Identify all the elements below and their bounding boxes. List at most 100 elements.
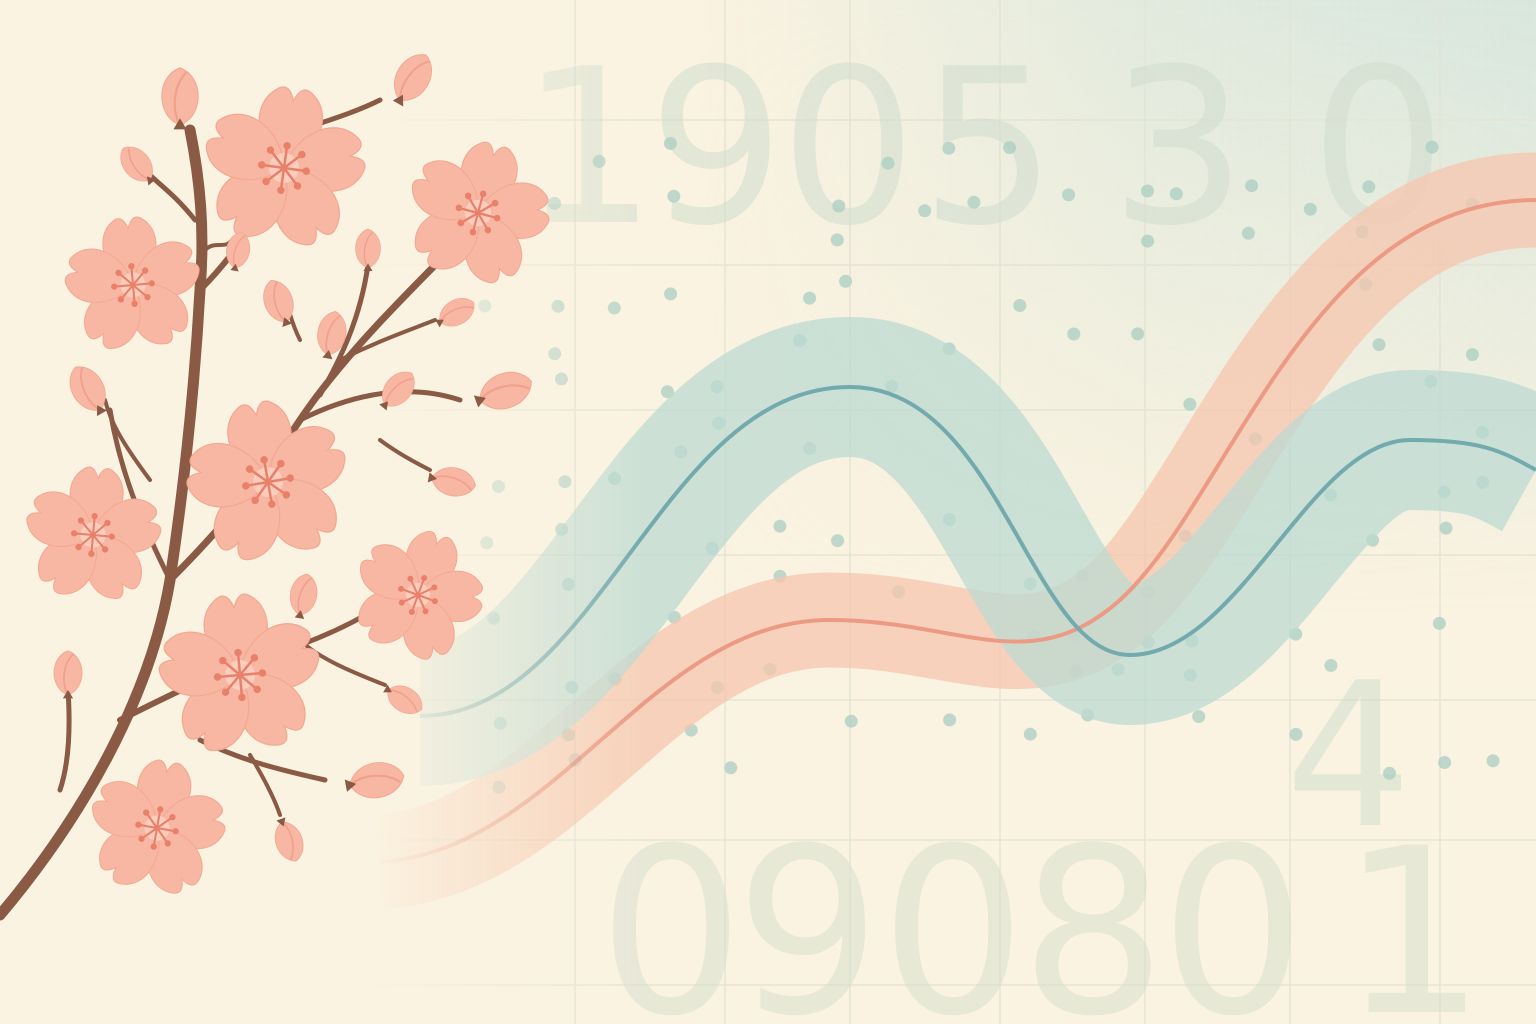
stamen bbox=[476, 193, 485, 214]
stamen-tip bbox=[135, 821, 142, 828]
blossom-bud bbox=[473, 371, 532, 410]
stamen-tip bbox=[245, 465, 254, 473]
top-digit: 5 bbox=[920, 22, 1057, 273]
stamen-tip bbox=[148, 280, 155, 287]
dot bbox=[773, 519, 787, 533]
blossom-bud bbox=[379, 371, 415, 411]
bottom-digit: 1 bbox=[1340, 800, 1486, 1024]
blossom-flower bbox=[91, 759, 226, 894]
petal bbox=[464, 212, 523, 284]
blossom-bud bbox=[289, 573, 318, 619]
stamen-tip bbox=[71, 530, 78, 537]
blossom-flower bbox=[358, 530, 483, 660]
petal bbox=[37, 533, 97, 595]
stamen-tip bbox=[141, 267, 149, 274]
stamen-tip bbox=[101, 546, 109, 553]
dot bbox=[1062, 188, 1076, 202]
stamen bbox=[236, 652, 242, 676]
stamen-tip bbox=[111, 283, 118, 290]
dot bbox=[1383, 766, 1396, 780]
dot bbox=[1432, 616, 1446, 630]
dot bbox=[1067, 327, 1081, 341]
dot bbox=[1438, 756, 1452, 769]
stamen-tip bbox=[258, 669, 267, 677]
stamen-tip bbox=[143, 809, 150, 816]
dot bbox=[1425, 140, 1439, 154]
teal-wave-line bbox=[419, 384, 1536, 718]
stamen-tip bbox=[282, 491, 291, 499]
dot bbox=[667, 189, 681, 203]
stamen-tip bbox=[117, 296, 125, 303]
stamen-tip bbox=[219, 656, 227, 665]
dot bbox=[832, 199, 846, 213]
dot bbox=[844, 714, 858, 728]
blossom-flower bbox=[205, 86, 366, 246]
dot bbox=[480, 536, 494, 550]
stamen-tip bbox=[293, 182, 302, 190]
stamen bbox=[130, 266, 135, 286]
blossom-bud bbox=[383, 684, 423, 715]
stamen-tip bbox=[283, 141, 291, 150]
dot bbox=[1131, 327, 1145, 341]
stamen bbox=[477, 211, 498, 220]
dot bbox=[1192, 710, 1206, 723]
dot bbox=[803, 291, 817, 305]
stamen-tip bbox=[260, 456, 268, 464]
stamen-tip bbox=[157, 806, 164, 813]
dot bbox=[1465, 348, 1479, 362]
dot bbox=[1013, 299, 1027, 312]
petal bbox=[360, 544, 420, 600]
bottom-digit: 8 bbox=[1020, 800, 1166, 1024]
dot bbox=[942, 141, 956, 155]
blossom-flower bbox=[64, 216, 200, 349]
stamen-tip bbox=[169, 814, 176, 821]
stamen-tip bbox=[128, 263, 135, 270]
cherry-blossom-branch bbox=[0, 54, 550, 921]
blossom-flower bbox=[26, 466, 162, 599]
dot bbox=[1003, 141, 1017, 155]
dot bbox=[607, 301, 621, 315]
petal bbox=[186, 443, 269, 508]
stamen bbox=[238, 674, 244, 698]
stamen-tip bbox=[457, 219, 465, 227]
stamen bbox=[417, 577, 426, 596]
petal bbox=[85, 534, 142, 599]
stamen bbox=[92, 533, 112, 538]
stamen-tip bbox=[479, 190, 487, 198]
stamen-tip bbox=[138, 835, 145, 842]
blossom-flower bbox=[186, 400, 346, 561]
stamen-tip bbox=[257, 161, 266, 169]
stamen-tip bbox=[491, 199, 499, 207]
stamen-tip bbox=[253, 685, 261, 694]
dot bbox=[1141, 184, 1154, 198]
stamen-tip bbox=[493, 214, 501, 222]
blossom-bud bbox=[317, 311, 347, 360]
blossom-bud bbox=[392, 54, 432, 107]
stamen-tip bbox=[144, 293, 151, 301]
blossom-bud bbox=[274, 817, 304, 862]
dot bbox=[664, 287, 678, 301]
stamen-tip bbox=[408, 608, 415, 615]
top-digit: 0 bbox=[780, 22, 917, 273]
stamen-tip bbox=[398, 585, 405, 592]
dot bbox=[491, 480, 505, 493]
dot bbox=[1023, 727, 1037, 741]
stamen bbox=[90, 534, 95, 554]
stamen-tip bbox=[431, 584, 438, 591]
blossom-bud bbox=[355, 228, 381, 271]
stamen-tip bbox=[286, 474, 294, 482]
stamen-tip bbox=[104, 519, 111, 527]
stamen-tip bbox=[251, 496, 259, 505]
dot bbox=[1439, 521, 1453, 535]
dot bbox=[918, 204, 932, 218]
stamen-tip bbox=[250, 654, 259, 662]
stamen bbox=[458, 206, 479, 215]
dot bbox=[1486, 754, 1500, 768]
blossom-bud bbox=[161, 67, 199, 130]
blossom-bud bbox=[120, 146, 156, 186]
stamen-tip bbox=[234, 648, 242, 657]
side-digit: 4 bbox=[1285, 640, 1412, 873]
stamen bbox=[239, 671, 263, 677]
stamen-tip bbox=[91, 513, 98, 520]
stamen-tip bbox=[266, 146, 275, 154]
